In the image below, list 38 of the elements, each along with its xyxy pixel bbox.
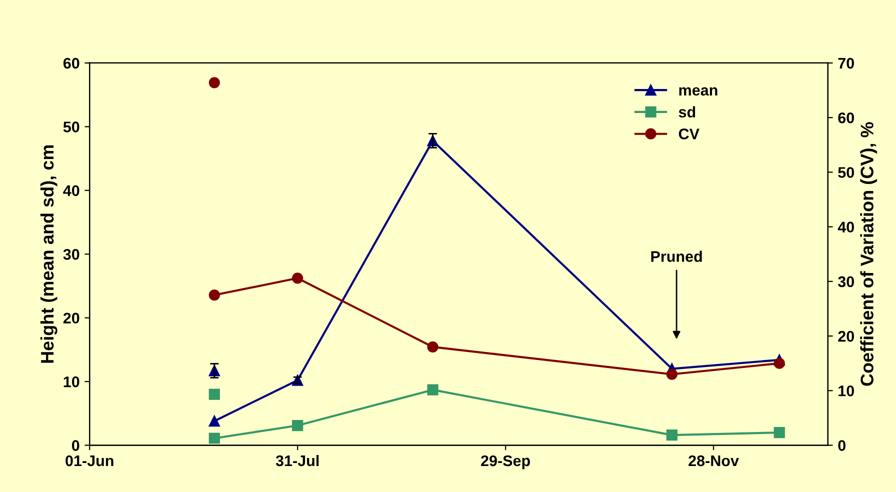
x-tick-label: 31-Jul — [276, 454, 319, 466]
y-tick-label: 40 — [63, 185, 80, 196]
y2-axis-title: Coefficient of Variation (CV), % — [860, 122, 878, 386]
y-tick-label: 0 — [72, 440, 80, 451]
y2-tick-label: 50 — [838, 167, 854, 178]
point — [427, 341, 438, 353]
annotation: Pruned — [651, 250, 702, 262]
legend-label: mean — [679, 87, 718, 96]
point — [292, 420, 304, 432]
point — [774, 426, 785, 438]
point — [427, 384, 438, 396]
point — [208, 432, 220, 444]
y-tick-label: 50 — [63, 122, 80, 132]
point — [774, 358, 785, 369]
point — [666, 430, 678, 441]
point — [208, 290, 220, 301]
x-tick-label: 28-Nov — [688, 455, 739, 466]
y2-tick-label: 0 — [838, 440, 846, 451]
y-tick-label: 20 — [63, 312, 80, 324]
y-tick-label: 30 — [63, 248, 80, 260]
y-tick-label: 10 — [64, 376, 80, 388]
x-tick-label: 01-Jun — [66, 455, 114, 466]
legend-label: sd — [678, 106, 696, 118]
y2-tick-label: 20 — [838, 330, 854, 342]
point — [208, 388, 220, 400]
point — [208, 77, 220, 88]
x-tick-label: 29-Sep — [481, 455, 530, 470]
point — [208, 415, 220, 427]
y2-tick-label: 70 — [838, 58, 854, 69]
y2-tick-label: 10 — [838, 386, 854, 396]
point — [292, 272, 304, 284]
y-axis-title: Height (mean and sd), cm — [40, 145, 58, 363]
y2-tick-label: 30 — [838, 276, 854, 288]
y2-tick-label: 60 — [838, 112, 854, 124]
point — [666, 368, 678, 380]
y2-tick-label: 40 — [838, 222, 854, 232]
y-tick-label: 60 — [63, 58, 80, 69]
legend-label: CV — [678, 128, 700, 140]
